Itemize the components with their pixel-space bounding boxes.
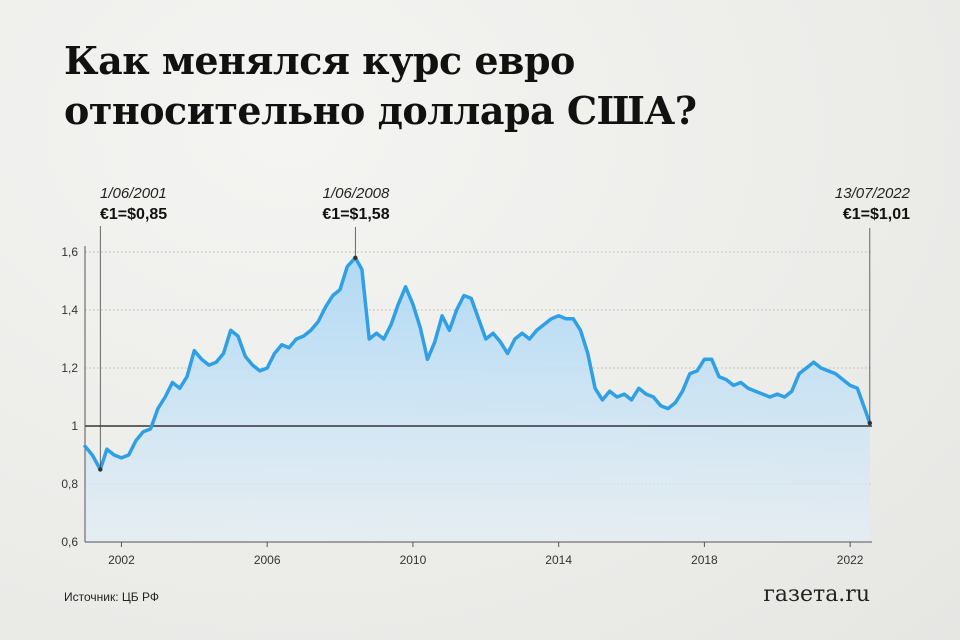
y-tick-label: 1,6 xyxy=(61,245,78,259)
annotation-date: 1/06/2008 xyxy=(323,185,390,202)
y-tick-label: 0,8 xyxy=(61,477,78,491)
x-tick-label: 2022 xyxy=(837,553,864,567)
annotation-value: €1=$1,01 xyxy=(843,206,910,223)
source-note: Источник: ЦБ РФ xyxy=(64,590,159,604)
x-tick-label: 2014 xyxy=(545,553,572,567)
y-tick-label: 1 xyxy=(71,419,78,433)
annotation-value: €1=$0,85 xyxy=(100,206,167,223)
annotations: 1/06/2001 €1=$0,85 1/06/2008 €1=$1,58 13/07/… xyxy=(98,185,911,472)
annotation-point xyxy=(353,255,358,260)
annotation-date: 1/06/2001 xyxy=(100,185,167,202)
annotation-point xyxy=(867,420,873,426)
brand-logo: газета.ru xyxy=(763,582,870,607)
annotation-point xyxy=(98,467,103,472)
x-tick-label: 2002 xyxy=(108,553,135,567)
annotation-value: €1=$1,58 xyxy=(322,206,389,223)
axes: 0,6 0,8 1 1,2 1,4 1,6 2002 2006 2010 2014 2018 2022 xyxy=(61,245,872,567)
x-tick-label: 2018 xyxy=(691,553,718,567)
y-tick-label: 1,4 xyxy=(61,303,78,317)
x-tick-label: 2010 xyxy=(400,553,427,567)
series-line xyxy=(83,256,872,472)
y-tick-label: 1,2 xyxy=(61,361,78,375)
annotation-date: 13/07/2022 xyxy=(835,185,911,202)
y-tick-label: 0,6 xyxy=(61,535,78,549)
series-area xyxy=(85,257,870,542)
x-tick-label: 2006 xyxy=(254,553,281,567)
chart-title: Как менялся курс евро относительно долла… xyxy=(64,38,697,133)
